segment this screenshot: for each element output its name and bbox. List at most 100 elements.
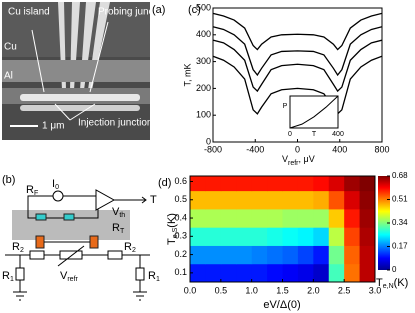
heat-cell [297, 227, 314, 246]
heat-cell [220, 227, 237, 246]
heat-cell [359, 176, 375, 192]
x-tick-label: 3.0 [369, 285, 382, 295]
x-axis-label-sub: refr [288, 160, 299, 167]
heat-cell [267, 176, 283, 192]
x-axis-label-main: V [282, 154, 288, 164]
heat-cell [282, 227, 299, 246]
heat-cell [313, 263, 330, 282]
scale-bar-label: 1 μm [42, 121, 64, 132]
heat-cell [190, 263, 206, 282]
y-tick-label: 300 [196, 56, 211, 66]
heatmap [190, 176, 375, 282]
heat-cell [313, 176, 330, 192]
heat-cell [344, 263, 361, 282]
x-tick-label: -400 [246, 144, 264, 154]
heat-cell [344, 190, 361, 210]
heat-cell [236, 208, 253, 228]
sem-label: Cu island [8, 7, 50, 18]
y-axis-label: T, mK [182, 63, 192, 86]
circuit-label-sub: 2 [132, 247, 136, 254]
colorbar-label-main: T [376, 277, 383, 289]
heat-cell [328, 176, 345, 192]
colorbar-tick-label: 0.68 [392, 171, 408, 180]
circuit-label-main: R [2, 270, 10, 282]
circuit-label-sub: F [34, 190, 38, 197]
x-tick-label: 400 [332, 144, 347, 154]
circuit-label-main: R [12, 241, 20, 253]
panel-label: (b) [2, 174, 15, 186]
inset-x-tick-label: 400 [332, 131, 344, 138]
heat-cell [267, 263, 283, 282]
heat-cell [328, 245, 345, 265]
heat-cell [344, 208, 361, 228]
heat-cell [359, 208, 375, 228]
circuit-label-sub: T [120, 228, 125, 235]
heat-cell [344, 227, 361, 246]
x-tick-label: 800 [374, 144, 389, 154]
circuit-label-main: R [124, 241, 132, 253]
heat-cell [251, 190, 268, 210]
heat-cell [267, 190, 283, 210]
heat-cell [205, 208, 222, 228]
colorbar-label-sub: e,N [383, 283, 394, 290]
x-tick-label: 0 [295, 144, 300, 154]
heat-cell [190, 190, 206, 210]
circuit-label: R2 [12, 241, 24, 254]
line [212, 39, 383, 93]
panel-label: (d) [158, 177, 171, 189]
circuit-label-main: V [112, 206, 120, 218]
heat-cell [359, 263, 375, 282]
inset-x-tick-label: 0 [288, 131, 292, 138]
heat-cell [220, 245, 237, 265]
heat-cell [328, 208, 345, 228]
colorbar-tick-label: 0.34 [392, 218, 408, 227]
circuit-label-sub: 0 [55, 184, 59, 191]
heat-cell [267, 208, 283, 228]
colorbar-tick-label: 0.51 [392, 195, 408, 204]
panel-label: (c) [188, 4, 201, 16]
x-axis-label: eV/Δ(0) [263, 299, 300, 311]
circuit-label: Vth [112, 206, 125, 219]
sem-label: Al [4, 71, 13, 82]
sem-label: Probing junctions [98, 7, 175, 18]
heat-cell [236, 190, 253, 210]
heat-cell [220, 208, 237, 228]
circuit-label: R1 [148, 270, 160, 283]
heat-cell [190, 227, 206, 246]
heat-cell [220, 190, 237, 210]
heat-cell [205, 263, 222, 282]
circuit-label: T [150, 194, 157, 206]
sem-label: Cu [4, 42, 17, 53]
heat-cell [236, 227, 253, 246]
y-tick-label: 400 [196, 29, 211, 39]
y-tick-label: 0 [206, 136, 211, 146]
heat-cell [205, 176, 222, 192]
inset-line [289, 95, 339, 129]
y-tick-label: 200 [196, 83, 211, 93]
inset-x-label: T [312, 131, 317, 138]
x-axis-label-after: , μV [299, 154, 315, 164]
heat-cell [251, 176, 268, 192]
x-tick-label: -800 [204, 144, 222, 154]
x-tick-label: 1.5 [276, 285, 289, 295]
y-tick-label: 0.4 [174, 212, 187, 222]
circuit-label-main: R [26, 184, 34, 196]
colorbar-tick-label: 0.17 [392, 242, 408, 251]
circuit-label: RT [112, 222, 125, 235]
y-axis-label-main: T [166, 238, 178, 245]
heat-cell [282, 245, 299, 265]
heat-cell [251, 245, 268, 265]
circuit-label-main: R [148, 270, 156, 282]
circuit-label-main: I [52, 178, 55, 190]
heat-cell [359, 190, 375, 210]
y-tick-label: 500 [196, 2, 211, 12]
heat-cell [313, 227, 330, 246]
heat-cell [190, 245, 206, 265]
circuit-label-main: V [60, 270, 68, 282]
circuit-label-main: R [112, 222, 120, 234]
y-tick-label: 100 [196, 110, 211, 120]
heat-cell [251, 208, 268, 228]
heat-cell [205, 190, 222, 210]
circuit-label: R2 [124, 241, 136, 254]
